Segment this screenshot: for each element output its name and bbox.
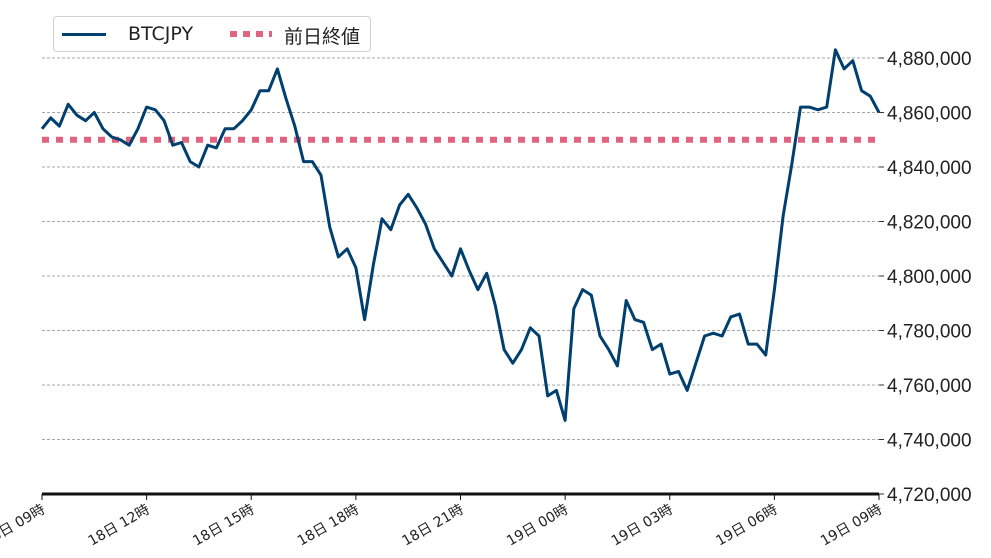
y-tick-label: 4,880,000	[887, 49, 972, 70]
x-tick-label: 18日 21時	[400, 502, 467, 550]
y-tick-label: 4,720,000	[887, 485, 972, 506]
x-tick-label: 18日 15時	[190, 502, 257, 550]
legend-label-btcjpy: BTCJPY	[128, 23, 194, 45]
y-tick-label: 4,780,000	[887, 322, 972, 343]
y-tick-label: 4,800,000	[887, 267, 972, 288]
x-tick-label: 19日 00時	[504, 502, 571, 550]
btcjpy-price-line	[40, 48, 881, 422]
x-tick-label: 18日 12時	[86, 502, 153, 550]
x-tick-label: 18日 18時	[295, 502, 362, 550]
legend-swatch-prev-close	[230, 31, 272, 37]
legend: BTCJPY 前日終値	[53, 16, 371, 52]
x-tick-label: 19日 03時	[609, 502, 676, 550]
x-tick-label: 18日 09時	[0, 502, 48, 550]
y-tick-label: 4,760,000	[887, 376, 972, 397]
x-tick-label: 19日 09時	[818, 502, 885, 550]
y-tick-label: 4,840,000	[887, 158, 972, 179]
y-tick-label: 4,740,000	[887, 431, 972, 452]
x-tick-label: 19日 06時	[713, 502, 780, 550]
legend-label-prev-close: 前日終値	[284, 26, 361, 48]
y-tick-label: 4,860,000	[887, 104, 972, 125]
legend-swatch-btcjpy	[62, 33, 106, 36]
y-tick-label: 4,820,000	[887, 213, 972, 234]
